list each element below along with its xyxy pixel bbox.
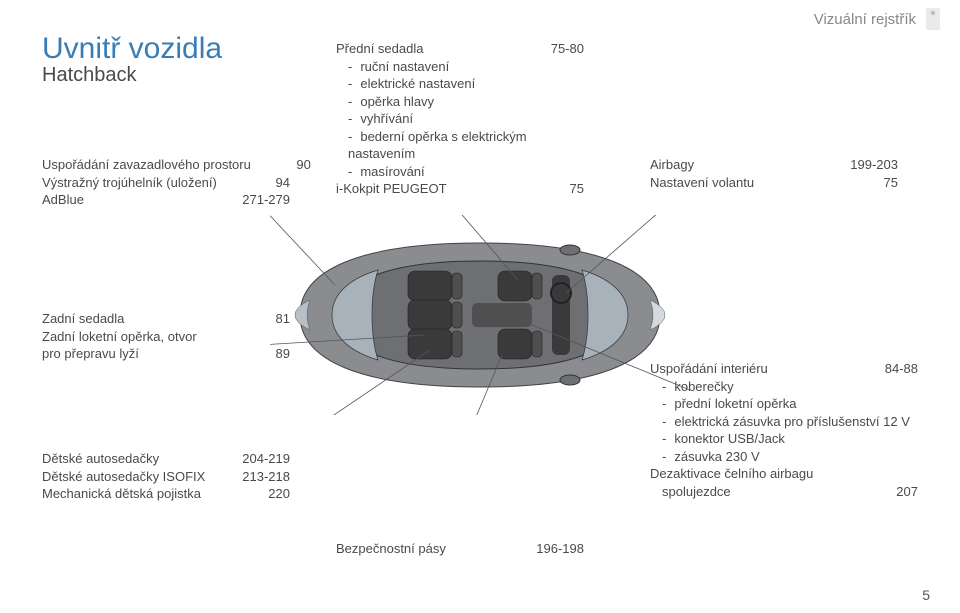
item-val: 75-80 [524,40,584,58]
item-val: 90 [251,156,311,174]
item-val: 220 [230,485,290,503]
tab-indicator [926,8,940,30]
bullet: zásuvka 230 V [662,448,918,466]
item-label: Dezaktivace čelního airbagu [650,465,918,483]
item-label: Dětské autosedačky ISOFIX [42,468,205,486]
item-label: Uspořádání zavazadlového prostoru [42,156,251,174]
car-icon [270,215,690,415]
item-val: 84-88 [858,360,918,378]
item-label: Zadní sedadla [42,310,124,328]
item-label: Mechanická dětská pojistka [42,485,201,503]
group-airbags: Airbagy 199-203 Nastavení volantu 75 [650,156,898,191]
item-label: pro přepravu lyží [42,345,139,363]
bullets-front-seats: ruční nastavení elektrické nastavení opě… [336,58,584,181]
item-val: 75 [524,180,584,198]
page-subtitle: Hatchback [42,64,222,87]
bullet: masírování [348,163,584,181]
group-interior: Uspořádání interiéru84-88 koberečky před… [650,360,918,500]
bullet: bederní opěrka s elektrickým nastavením [348,128,584,163]
page-title: Uvnitř vozidla [42,32,222,66]
bullets-interior: koberečky přední loketní opěrka elektric… [650,378,918,466]
bullet: vyhřívání [348,110,584,128]
car-diagram [270,215,690,415]
bullet: elektrická zásuvka pro příslušenství 12 … [662,413,918,431]
item-label: spolujezdce [650,483,731,501]
group-front-seats: Přední sedadla 75-80 ruční nastavení elek… [336,40,584,198]
page-number: 5 [922,587,930,603]
item-val: 204-219 [230,450,290,468]
visual-index-label: Vizuální rejstřík [814,11,916,28]
item-label: Přední sedadla [336,40,423,58]
bullet: opěrka hlavy [348,93,584,111]
item-val: 207 [858,483,918,501]
item-label: Dětské autosedačky [42,450,159,468]
item-val: 213-218 [230,468,290,486]
title-block: Uvnitř vozidla Hatchback [42,32,222,87]
item-label: Bezpečnostní pásy [336,540,446,558]
item-val: 75 [838,174,898,192]
bullet: přední loketní opěrka [662,395,918,413]
item-val: 271-279 [230,191,290,209]
item-label: AdBlue [42,191,84,209]
group-luggage: Uspořádání zavazadlového prostoru90 Výst… [42,156,290,209]
item-val: 94 [230,174,290,192]
bullet: ruční nastavení [348,58,584,76]
item-val: 199-203 [838,156,898,174]
item-label: Výstražný trojúhelník (uložení) [42,174,217,192]
bullet: koberečky [662,378,918,396]
item-label: i-Kokpit PEUGEOT [336,180,447,198]
bullet: konektor USB/Jack [662,430,918,448]
item-label: Airbagy [650,156,694,174]
group-seatbelts: Bezpečnostní pásy 196-198 [336,540,584,558]
group-child-seats: Dětské autosedačky 204-219 Dětské autosed… [42,450,290,503]
group-rear-seats: Zadní sedadla81 Zadní loketní opěrka, ot… [42,310,290,363]
item-label: Zadní loketní opěrka, otvor [42,328,290,346]
bullet: elektrické nastavení [348,75,584,93]
item-label: Nastavení volantu [650,174,754,192]
item-val: 196-198 [524,540,584,558]
header-right: Vizuální rejstřík [814,8,940,30]
